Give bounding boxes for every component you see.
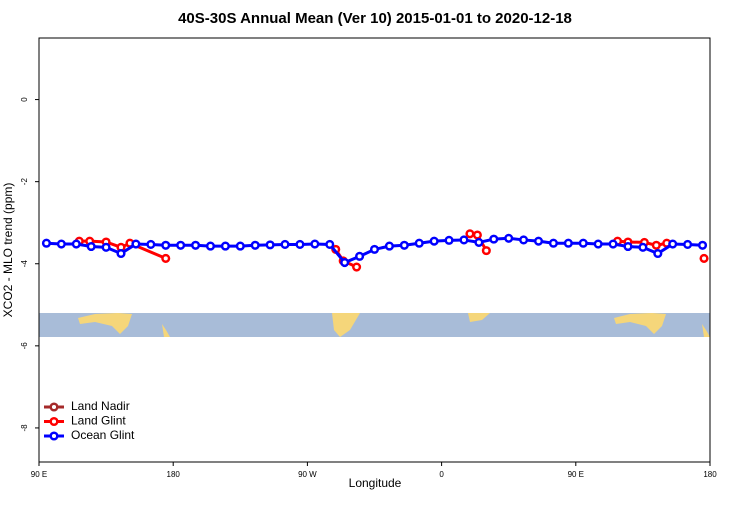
x-tick-label: 90 E	[31, 470, 47, 479]
point	[489, 234, 499, 244]
point	[250, 240, 260, 250]
point	[191, 240, 201, 250]
series-line	[79, 234, 704, 267]
point	[472, 230, 482, 240]
point	[369, 244, 380, 254]
legend-label: Land Glint	[71, 414, 126, 428]
point	[623, 241, 633, 252]
map-strip	[39, 313, 710, 337]
point	[504, 233, 514, 243]
x-tick-label: 180	[703, 470, 717, 479]
y-tick-label: -2	[20, 178, 29, 186]
point	[444, 235, 454, 245]
x-tick-label: 0	[439, 470, 444, 479]
y-tick-label: -4	[20, 260, 29, 268]
x-tick-label: 90 E	[568, 470, 584, 479]
point	[699, 253, 709, 263]
point	[86, 241, 96, 252]
point	[638, 242, 648, 252]
point	[653, 248, 663, 259]
x-axis-label: Longitude	[349, 476, 402, 490]
point	[355, 251, 365, 261]
point	[71, 239, 81, 249]
point	[683, 239, 693, 250]
point	[265, 240, 275, 250]
point	[176, 240, 186, 250]
chart-title: 40S-30S Annual Mean (Ver 10) 2015-01-01 …	[178, 10, 572, 27]
point	[651, 240, 661, 250]
point	[697, 240, 708, 250]
point	[205, 241, 216, 251]
y-axis-label: XCO2 - MLO trend (ppm)	[1, 183, 15, 318]
point	[220, 241, 230, 251]
point	[161, 240, 171, 250]
point	[533, 236, 544, 246]
point	[608, 239, 618, 249]
point	[146, 239, 156, 250]
point	[465, 229, 475, 239]
point	[593, 239, 603, 249]
point	[131, 239, 141, 249]
point	[384, 241, 394, 251]
legend-label: Land Nadir	[71, 399, 130, 413]
point	[481, 246, 491, 256]
legend-marker	[49, 431, 59, 441]
point	[41, 238, 52, 248]
x-tick-label: 180	[167, 470, 181, 479]
x-tick-label: 90 W	[298, 470, 317, 479]
point	[295, 239, 305, 250]
legend-marker	[49, 416, 59, 427]
point	[280, 239, 290, 250]
point	[459, 235, 469, 245]
point	[563, 238, 573, 248]
point	[310, 239, 320, 249]
point	[548, 238, 558, 248]
point	[56, 239, 66, 249]
point	[325, 239, 335, 250]
y-tick-label: -8	[20, 424, 29, 432]
point	[101, 242, 111, 252]
y-tick-label: 0	[20, 97, 29, 102]
point	[474, 237, 484, 247]
point	[340, 257, 350, 268]
legend-marker	[49, 402, 59, 412]
point	[161, 253, 171, 263]
y-tick-label: -6	[20, 342, 29, 350]
point	[519, 235, 529, 245]
point	[399, 240, 409, 250]
point	[668, 239, 678, 249]
point	[235, 241, 245, 251]
point	[578, 238, 588, 248]
point	[414, 238, 424, 248]
plot-frame	[38, 37, 711, 463]
legend-label: Ocean Glint	[71, 428, 135, 442]
point	[116, 248, 126, 259]
point	[352, 262, 362, 272]
point	[429, 236, 439, 246]
